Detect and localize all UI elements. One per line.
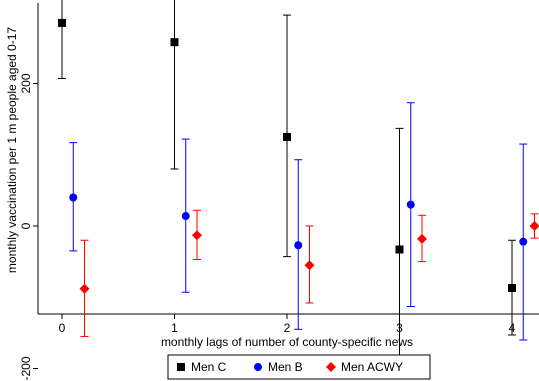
data-point (519, 237, 528, 246)
y-tick-label: -200 (19, 356, 33, 380)
data-point (417, 233, 427, 244)
x-axis-title: monthly lags of number of county-specifi… (161, 335, 413, 349)
data-point (283, 132, 291, 141)
x-tick-label: 2 (284, 321, 291, 335)
data-point (58, 18, 66, 27)
series-men-b (69, 102, 528, 341)
y-axis-title: monthly vaccination per 1 m people aged … (5, 27, 19, 273)
y-tick-label: 0 (19, 222, 33, 229)
data-point (79, 283, 90, 294)
legend-label: Men B (268, 360, 303, 374)
data-point (529, 221, 539, 231)
legend-marker (254, 363, 262, 371)
data-point (192, 230, 202, 241)
data-point (508, 283, 516, 292)
data-point (69, 193, 78, 202)
legend-marker (177, 363, 185, 371)
data-point (395, 245, 404, 254)
legend-label: Men C (191, 360, 227, 374)
data-point (406, 200, 415, 209)
legend-label: Men ACWY (341, 360, 403, 374)
data-point (294, 241, 303, 250)
series-men-acwy (79, 209, 539, 337)
y-tick-label: 200 (19, 73, 33, 93)
x-tick-label: 1 (171, 321, 178, 335)
data-point (170, 38, 179, 47)
legend-box (167, 354, 431, 380)
x-tick-label: 0 (59, 321, 66, 335)
series-men-c (58, 0, 516, 372)
data-point (181, 212, 190, 221)
legend-marker (326, 362, 336, 372)
data-point (304, 260, 315, 271)
